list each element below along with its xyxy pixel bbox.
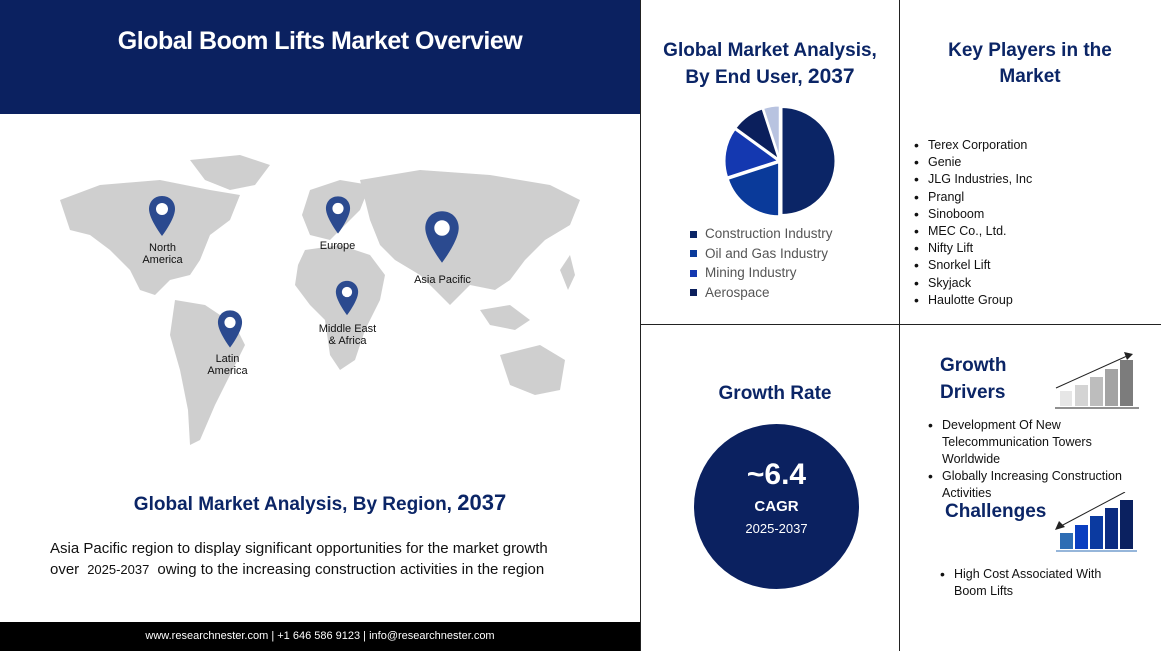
list-item: Development Of New Telecommunication Tow… [928,417,1142,468]
end-user-year: 2037 [807,65,855,88]
growth-drivers-list: Development Of New Telecommunication Tow… [928,417,1142,502]
list-item: Terex Corporation [914,137,1032,154]
legend-item: Oil and Gas Industry [690,244,833,264]
list-item: Nifty Lift [914,240,1032,257]
map-pin-icon [325,196,351,234]
cagr-circle: ~6.4 CAGR 2025-2037 [694,424,859,589]
region-text-end: owing to the increasing construction act… [157,561,545,578]
pie-slice [723,127,781,179]
decline-chart-icon [1055,492,1137,552]
world-map: North America Europe Asia Pacific Middle… [40,140,600,470]
list-item: JLG Industries, Inc [914,171,1032,188]
pie-slice [726,160,781,218]
region-period: 2025-2037 [87,562,150,577]
growth-drivers-title: Growth Drivers [940,355,1007,403]
footer-contact: www.researchnester.com | +1 646 586 9123… [0,622,640,651]
key-players-title: Key Players in the Market [948,40,1112,87]
list-item: Globally Increasing Construction Activit… [928,468,1142,502]
legend-label: Aerospace [705,284,770,300]
map-pin-icon [149,196,175,236]
region-description: Asia Pacific region to display significa… [50,538,610,580]
challenges-title: Challenges [945,501,1047,522]
legend-label: Mining Industry [705,265,797,280]
region-label: Asia Pacific [414,274,471,286]
region-label: Latin America [207,353,248,377]
region-title-text: Global Market Analysis, By Region, [133,494,452,515]
region-label: North America [142,242,183,266]
region-title: Global Market Analysis, By Region, 2037 [0,490,640,516]
growth-chart-icon [1055,352,1139,409]
legend-swatch [690,250,697,258]
legend-item: Aerospace [690,283,833,303]
list-item: Genie [914,154,1032,171]
region-label: Middle East & Africa [318,323,377,347]
pie-slice [780,105,837,217]
map-pin-icon [425,211,459,263]
end-user-title-text: Global Market Analysis, By End User, [663,40,877,88]
list-item: Snorkel Lift [914,257,1032,274]
map-pin-icon [217,310,243,348]
region-year: 2037 [457,490,507,515]
legend-swatch [690,289,697,297]
cagr-label: CAGR [754,498,799,515]
region-label: Europe [319,240,356,252]
left-panel: Global Boom Lifts Market Overview North … [0,0,640,651]
cagr-period: 2025-2037 [745,521,808,536]
legend-label: Construction Industry [705,226,833,241]
list-item: Haulotte Group [914,292,1032,309]
legend-swatch [690,269,697,277]
end-user-pie-chart [723,104,837,218]
legend-item: Mining Industry [690,263,833,283]
list-item: Sinoboom [914,206,1032,223]
key-players-list: Terex CorporationGenieJLG Industries, In… [914,137,1032,309]
divider [640,0,641,651]
region-text-start: Asia Pacific region to display significa… [50,540,548,578]
list-item: High Cost Associated With Boom Lifts [940,566,1134,600]
divider [640,324,1161,325]
list-item: Prangl [914,189,1032,206]
map-pin-icon [335,280,359,316]
page-title: Global Boom Lifts Market Overview [0,0,640,114]
pie-slice [761,104,781,160]
cagr-value: ~6.4 [746,458,807,491]
legend-label: Oil and Gas Industry [705,245,829,261]
end-user-title: Global Market Analysis, By End User, 203… [650,38,890,91]
challenges-list: High Cost Associated With Boom Lifts [940,566,1134,600]
divider [899,0,900,651]
legend-swatch [690,230,697,238]
legend-item: Construction Industry [690,224,833,244]
world-map-shapes [60,155,580,445]
growth-rate-title: Growth Rate [718,383,832,404]
list-item: MEC Co., Ltd. [914,223,1032,240]
list-item: Skyjack [914,275,1032,292]
pie-legend: Construction Industry Oil and Gas Indust… [690,224,833,302]
